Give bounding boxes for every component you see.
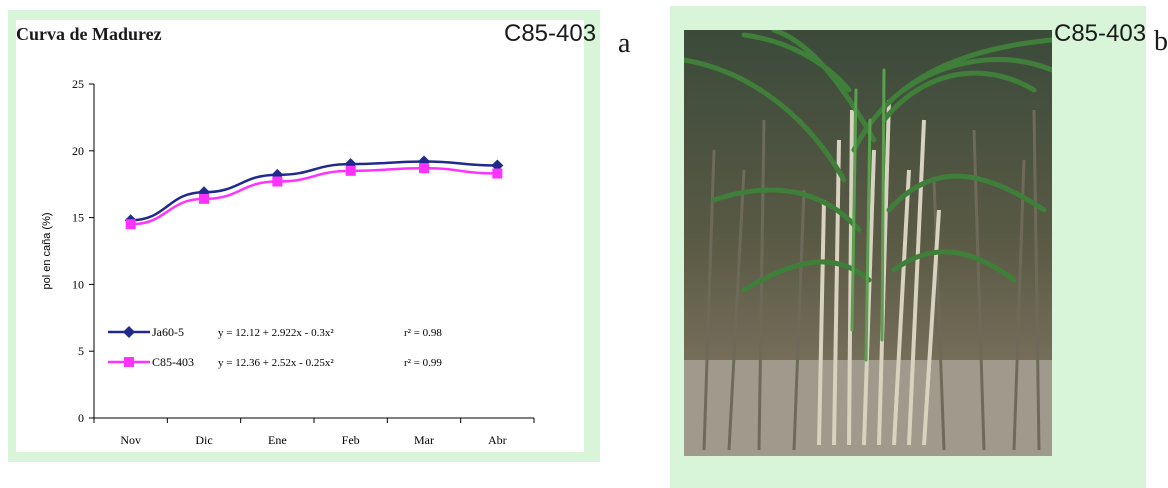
sugarcane-photo	[684, 30, 1052, 456]
y-tick-label: 15	[72, 211, 84, 225]
series-line-1	[130, 160, 498, 222]
y-tick-label: 5	[78, 344, 84, 358]
y-tick-label: 10	[72, 277, 84, 291]
legend-label: C85-403	[152, 355, 194, 369]
photo-variety-label: C85-403	[1054, 20, 1147, 47]
legend-marker	[123, 326, 135, 338]
chart-panel	[8, 10, 600, 462]
x-tick-label: Mar	[414, 433, 434, 447]
y-tick-label: 0	[78, 411, 84, 425]
legend-equation: y = 12.12 + 2.922x - 0.3x²	[218, 327, 334, 339]
data-point	[492, 168, 503, 179]
legend-marker	[124, 357, 134, 367]
x-tick-label: Nov	[120, 433, 141, 447]
x-tick-label: Feb	[342, 433, 360, 447]
chart-title: Curva de Madurez	[16, 24, 162, 44]
legend-r2: r² = 0.98	[404, 327, 442, 339]
y-axis-title: pol en caña (%)	[41, 212, 53, 289]
panel-a-letter: a	[618, 28, 631, 59]
data-point	[419, 163, 429, 174]
y-tick-label: 25	[72, 77, 84, 91]
x-tick-label: Abr	[488, 433, 507, 447]
maturity-chart: 0 5 10 15 20 25 Nov Dic Ene Feb Mar Abr pol en caña …	[41, 77, 535, 447]
data-point	[199, 193, 209, 204]
panel-b-letter: b	[1154, 26, 1168, 57]
chart-area-background	[16, 20, 584, 452]
data-point	[345, 165, 356, 176]
y-tick-label: 20	[72, 144, 84, 158]
legend-r2: r² = 0.99	[404, 357, 442, 369]
data-point	[272, 176, 283, 187]
data-point	[125, 219, 136, 230]
legend-equation: y = 12.36 + 2.52x - 0.25x²	[218, 357, 334, 369]
x-tick-label: Ene	[268, 433, 287, 447]
x-tick-label: Dic	[195, 433, 212, 447]
chart-variety-label: C85-403	[504, 20, 597, 47]
data-point	[491, 159, 504, 172]
legend-label: Ja60-5	[152, 325, 184, 339]
